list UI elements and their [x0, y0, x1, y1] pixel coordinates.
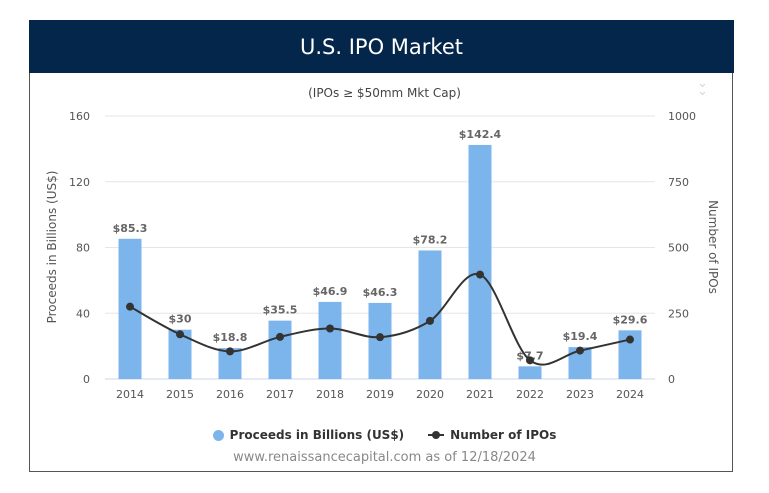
y-tick-left: 120	[69, 176, 90, 189]
x-tick: 2023	[566, 388, 594, 401]
ipo-count-point	[526, 356, 534, 365]
y-tick-right: 1000	[668, 110, 696, 123]
ipo-count-point	[626, 335, 634, 344]
ipo-count-point	[426, 316, 434, 325]
bar-data-label: $35.5	[263, 304, 298, 317]
ipo-count-point	[476, 270, 484, 279]
y-tick-left: 40	[76, 307, 90, 320]
x-tick: 2014	[116, 388, 144, 401]
source-note: www.renaissancecapital.com as of 12/18/2…	[233, 450, 536, 465]
legend-label: Number of IPOs	[450, 428, 557, 442]
bar-data-label: $46.9	[313, 285, 348, 298]
bar	[618, 330, 642, 379]
bar-data-label: $78.2	[413, 233, 448, 246]
x-tick: 2016	[216, 388, 244, 401]
bar-data-label: $19.4	[563, 330, 598, 343]
ipo-count-point	[376, 333, 384, 342]
x-tick: 2019	[366, 388, 394, 401]
legend-label: Proceeds in Billions (US$)	[229, 428, 405, 442]
bar	[568, 347, 592, 379]
bar	[318, 301, 342, 379]
legend-item-proceeds[interactable]: Proceeds in Billions (US$)	[212, 428, 405, 442]
ipo-count-point	[226, 347, 234, 356]
bar	[418, 250, 442, 379]
y-tick-right: 0	[668, 373, 675, 386]
bar	[468, 144, 492, 379]
chart-subtitle: (IPOs ≥ $50mm Mkt Cap)	[308, 86, 461, 100]
x-tick: 2024	[616, 388, 644, 401]
bar-data-label: $142.4	[459, 128, 502, 141]
y-tick-right: 500	[668, 242, 689, 255]
x-tick: 2020	[416, 388, 444, 401]
x-tick: 2018	[316, 388, 344, 401]
ipo-count-point	[176, 330, 184, 339]
chart-header: U.S. IPO Market	[29, 20, 734, 73]
legend-item-ipos[interactable]: Number of IPOs	[428, 428, 556, 442]
x-tick: 2021	[466, 388, 494, 401]
bar	[218, 348, 242, 379]
legend-line-marker-icon	[428, 430, 445, 440]
bar	[518, 366, 542, 379]
y-tick-left: 80	[76, 242, 90, 255]
double-chevron-down-icon[interactable]: ⌄ ⌄	[697, 76, 708, 99]
ipo-count-point	[576, 346, 584, 355]
chart-frame	[29, 20, 733, 472]
x-tick: 2022	[516, 388, 544, 401]
ipo-count-point	[276, 332, 284, 341]
x-tick: 2017	[266, 388, 294, 401]
bar-data-label: $30	[169, 313, 192, 326]
ipo-count-point	[326, 324, 334, 333]
bar-data-label: $18.8	[213, 331, 248, 344]
y-tick-left: 160	[69, 110, 90, 123]
y-axis-title-left: Proceeds in Billions (US$)	[45, 171, 59, 324]
bar-data-label: $85.3	[113, 222, 148, 235]
y-tick-right: 750	[668, 176, 689, 189]
legend: Proceeds in Billions (US$) Number of IPO…	[0, 428, 769, 442]
chart-title: U.S. IPO Market	[300, 34, 463, 59]
bar	[268, 320, 292, 379]
bar-data-label: $46.3	[363, 286, 398, 299]
ipo-count-point	[126, 302, 134, 311]
y-axis-title-right: Number of IPOs	[706, 200, 720, 294]
y-tick-right: 250	[668, 307, 689, 320]
bar-data-label: $29.6	[613, 313, 648, 326]
ipo-count-line	[129, 273, 631, 366]
legend-bar-marker-icon	[212, 429, 224, 441]
bar	[168, 329, 192, 379]
x-tick: 2015	[166, 388, 194, 401]
y-tick-left: 0	[83, 373, 90, 386]
